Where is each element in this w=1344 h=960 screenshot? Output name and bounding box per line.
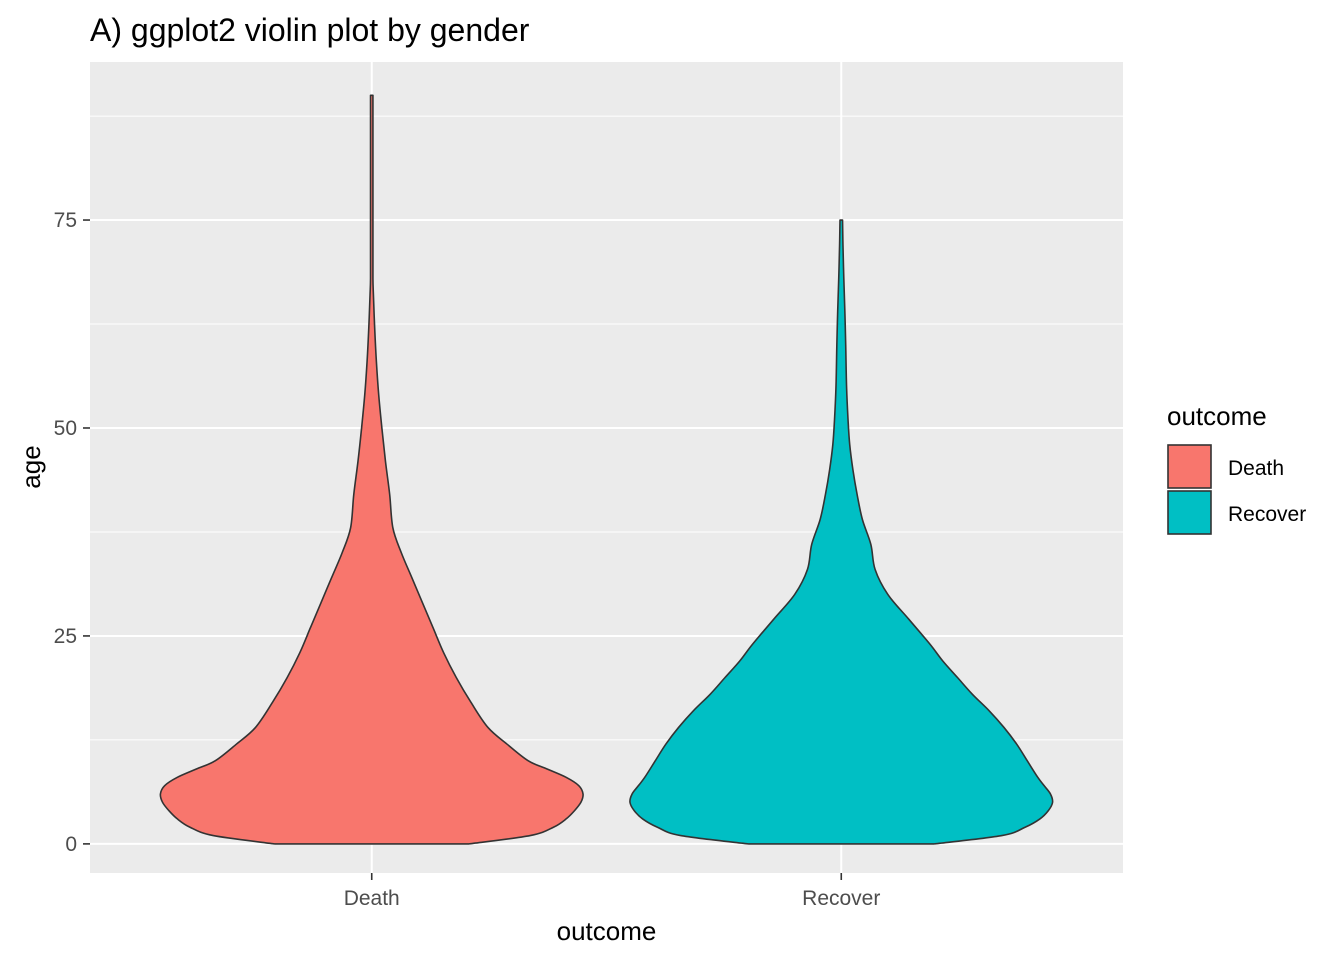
legend: outcome Death Recover — [1167, 401, 1306, 535]
y-tick-label: 25 — [54, 625, 77, 648]
y-tick-label: 0 — [65, 833, 77, 856]
x-axis: Death Recover — [344, 873, 880, 910]
x-tick-label: Recover — [802, 887, 880, 910]
legend-label-recover: Recover — [1228, 503, 1306, 526]
legend-swatch-recover — [1167, 490, 1212, 535]
y-axis-title: age — [16, 445, 46, 488]
violins — [159, 94, 1054, 845]
legend-label-death: Death — [1228, 457, 1284, 480]
chart-title: A) ggplot2 violin plot by gender — [90, 12, 530, 48]
y-axis: 0 25 50 75 — [54, 209, 90, 856]
legend-items: Death Recover — [1167, 444, 1306, 535]
violin-death — [159, 94, 584, 845]
violin-recover — [629, 219, 1054, 845]
y-tick-label: 50 — [54, 417, 77, 440]
legend-swatch-death — [1167, 444, 1212, 489]
x-axis-title: outcome — [557, 916, 657, 946]
legend-title: outcome — [1167, 401, 1267, 431]
x-tick-label: Death — [344, 887, 400, 910]
y-tick-label: 75 — [54, 209, 77, 232]
